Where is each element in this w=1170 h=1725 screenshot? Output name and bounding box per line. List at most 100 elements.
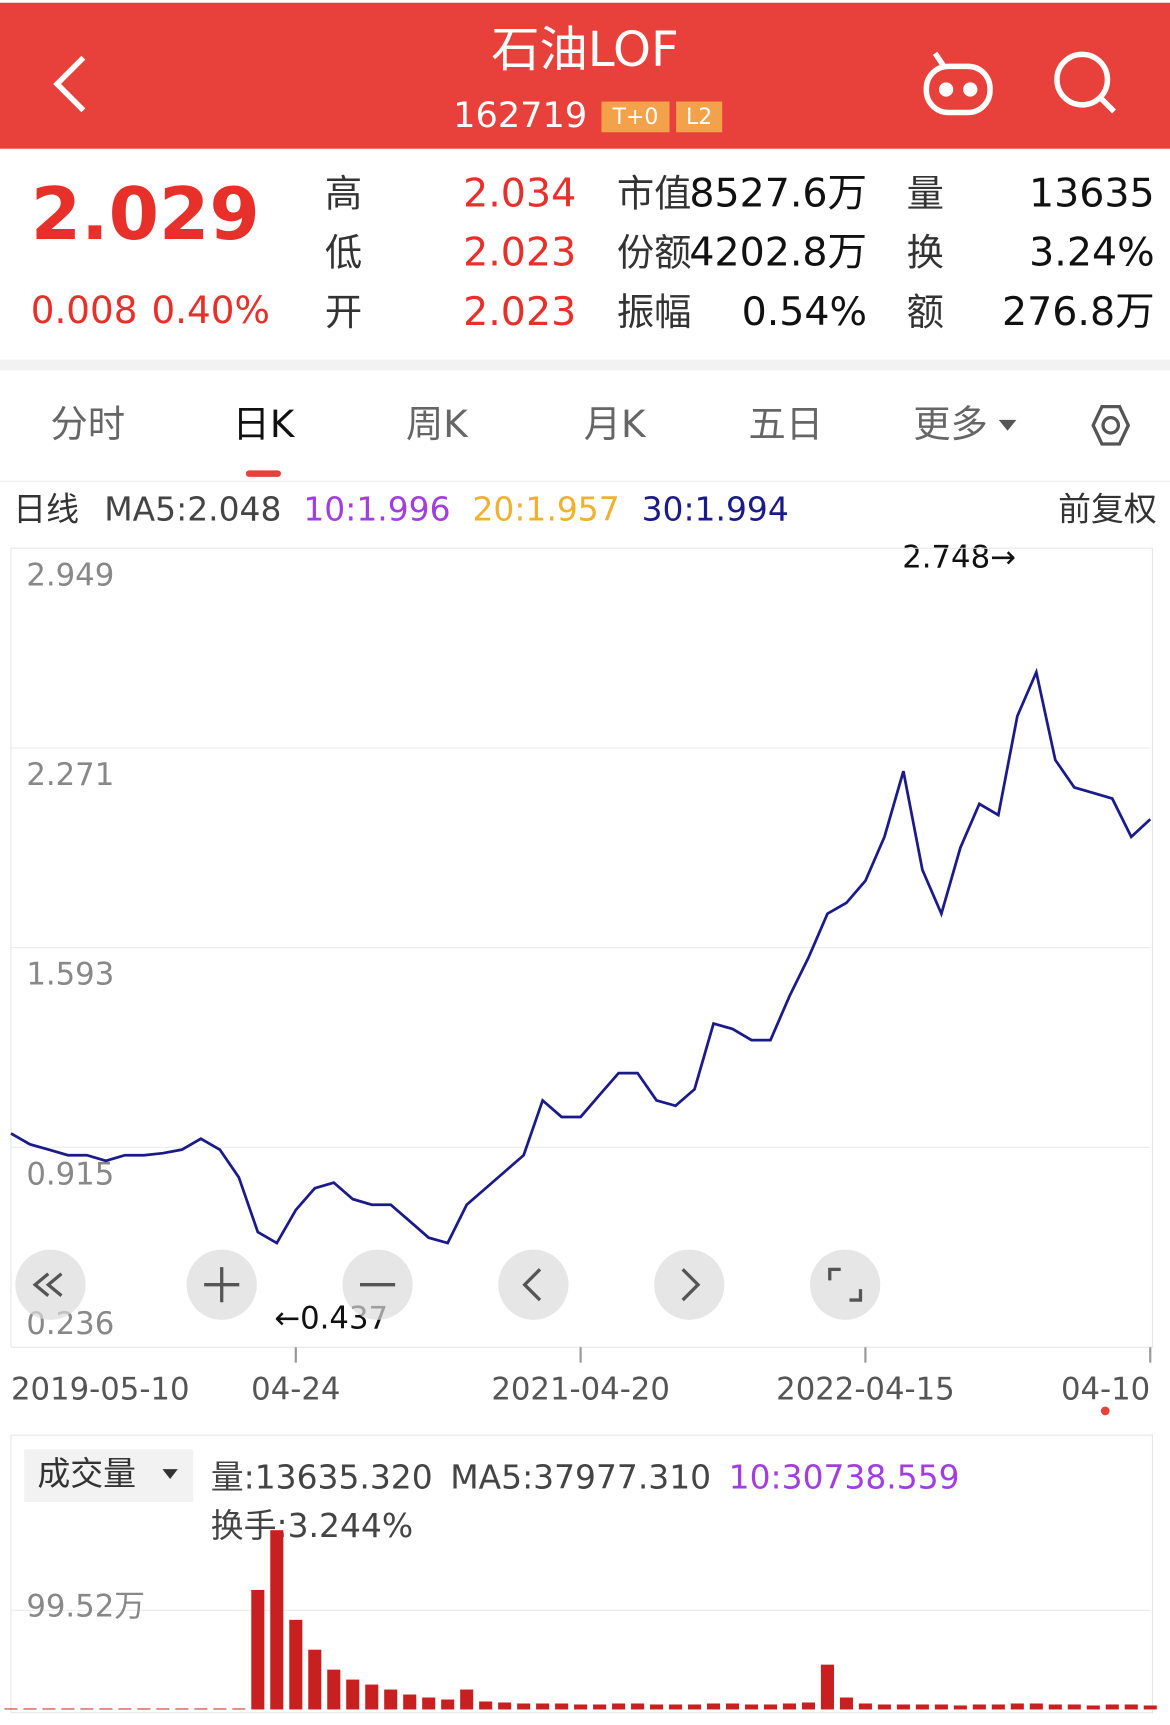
nav-button[interactable] bbox=[498, 1249, 569, 1320]
legend-entry: MA5:2.048 bbox=[104, 489, 281, 528]
volume-bar bbox=[1048, 1704, 1062, 1710]
volume-bar bbox=[213, 1708, 227, 1710]
badge bbox=[601, 101, 670, 133]
stat-value: 276.8万 bbox=[1002, 289, 1155, 335]
back-button[interactable] bbox=[53, 55, 86, 113]
volume-bar bbox=[782, 1703, 797, 1710]
volume-bar bbox=[1143, 1705, 1157, 1710]
change-pct: 0.40% bbox=[151, 288, 269, 332]
code: 162719 bbox=[453, 95, 587, 136]
y-tick-label: 2.271 bbox=[26, 757, 114, 793]
volume-bar bbox=[650, 1704, 664, 1710]
volume-bar bbox=[270, 1530, 284, 1710]
volume-bar bbox=[574, 1704, 588, 1710]
tab[interactable]: 分时 bbox=[51, 402, 126, 446]
volume-bar bbox=[346, 1679, 360, 1710]
nav-icon bbox=[681, 1268, 701, 1302]
volume-bar bbox=[820, 1664, 834, 1710]
volume-bar bbox=[536, 1703, 550, 1710]
stat-label: 高 bbox=[325, 171, 362, 215]
volume-bar bbox=[308, 1649, 322, 1710]
volume-bar bbox=[4, 1708, 18, 1710]
adjust-mode[interactable]: 前复权 bbox=[1058, 489, 1157, 528]
y-tick-label: 99.52万 bbox=[26, 1589, 145, 1625]
volume-bar bbox=[687, 1704, 702, 1710]
volume-bar bbox=[137, 1708, 151, 1710]
y-tick-label: 1.593 bbox=[26, 957, 114, 993]
stat-value: 3.24% bbox=[1029, 230, 1154, 276]
volume-bar bbox=[612, 1703, 626, 1710]
volume-bar bbox=[877, 1704, 891, 1710]
volume-bar bbox=[251, 1589, 265, 1710]
volume-bar bbox=[99, 1708, 113, 1710]
volume-bar bbox=[327, 1669, 341, 1710]
more-caret bbox=[998, 419, 1017, 431]
search-icon[interactable] bbox=[1054, 51, 1116, 114]
volume-bar bbox=[498, 1702, 512, 1710]
volume-bar bbox=[934, 1704, 948, 1710]
stat-label: 开 bbox=[325, 290, 362, 334]
stat-value: 2.023 bbox=[463, 289, 576, 335]
header-bar bbox=[0, 2, 1170, 149]
tab[interactable]: 更多 bbox=[913, 402, 988, 446]
tab[interactable]: 月K bbox=[584, 402, 647, 446]
volume-bar bbox=[194, 1708, 208, 1710]
nav-button[interactable] bbox=[654, 1249, 725, 1320]
y-tick-label: 0.915 bbox=[26, 1156, 114, 1192]
volume-bar bbox=[1086, 1705, 1100, 1710]
tab[interactable]: 五日 bbox=[749, 402, 824, 446]
nav-button[interactable] bbox=[810, 1249, 881, 1320]
stat-value: 2.034 bbox=[463, 170, 576, 216]
y-tick-label: 2.949 bbox=[26, 557, 114, 593]
volume-bar bbox=[1105, 1704, 1119, 1710]
stat-label: 量 bbox=[907, 171, 944, 215]
volume-bar bbox=[763, 1704, 778, 1710]
volume-bar bbox=[1124, 1704, 1138, 1710]
stat-value: 4202.8万 bbox=[689, 230, 867, 276]
settings-icon[interactable] bbox=[1091, 405, 1131, 446]
volume-bar bbox=[1010, 1703, 1024, 1710]
volume-bar bbox=[896, 1704, 910, 1710]
volume-bar bbox=[915, 1704, 929, 1710]
dot bbox=[1100, 1406, 1110, 1416]
volume-bar bbox=[839, 1697, 853, 1710]
volume-bar bbox=[422, 1697, 436, 1710]
x-tick-label: 2021-04-20 bbox=[491, 1372, 670, 1408]
volume-bar bbox=[156, 1708, 170, 1710]
volume-bar bbox=[80, 1708, 94, 1710]
volume-frame bbox=[10, 1434, 1153, 1714]
volume-bar bbox=[289, 1619, 303, 1710]
volume-bar bbox=[991, 1704, 1005, 1710]
stat-value: 13635 bbox=[1029, 170, 1155, 216]
volume-bar bbox=[744, 1704, 759, 1710]
stat-label: 振幅 bbox=[617, 290, 692, 334]
x-tick-label: 04-10 bbox=[1061, 1372, 1150, 1408]
badge bbox=[676, 101, 723, 133]
x-tick-label: 04-24 bbox=[251, 1372, 340, 1408]
max-annotation: 2.748→ bbox=[902, 540, 1016, 576]
stat-value: 8527.6万 bbox=[689, 170, 867, 216]
volume-bar bbox=[365, 1684, 379, 1710]
volume-bar bbox=[517, 1703, 531, 1710]
stat-label: 市值 bbox=[617, 171, 692, 215]
tab[interactable]: 日K bbox=[233, 402, 296, 446]
volume-selector[interactable] bbox=[24, 1449, 194, 1503]
tab[interactable]: 周K bbox=[406, 402, 469, 446]
stat-label: 低 bbox=[325, 231, 362, 275]
legend-entry: 30:1.994 bbox=[642, 489, 789, 528]
separator bbox=[0, 359, 1170, 371]
volume-bar bbox=[858, 1703, 872, 1710]
volume-bar bbox=[61, 1708, 75, 1710]
volume-bar bbox=[118, 1708, 132, 1710]
stat-label: 换 bbox=[907, 231, 944, 275]
volume-bar bbox=[593, 1704, 607, 1710]
volume-bar bbox=[1067, 1704, 1081, 1710]
stat-label: 额 bbox=[907, 290, 944, 334]
volume-bar bbox=[42, 1708, 56, 1710]
robot-icon[interactable] bbox=[923, 51, 993, 116]
volume-bar bbox=[555, 1703, 569, 1710]
volume-bar bbox=[479, 1701, 493, 1710]
title: 石油LOF bbox=[491, 22, 679, 78]
badge-text: L2 bbox=[686, 105, 712, 130]
